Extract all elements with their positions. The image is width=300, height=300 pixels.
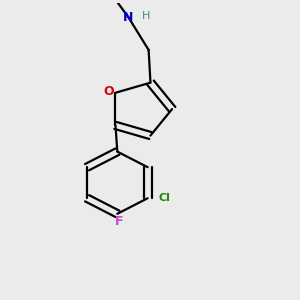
- Text: O: O: [103, 85, 114, 98]
- Text: Cl: Cl: [158, 193, 170, 203]
- Text: N: N: [123, 11, 134, 24]
- Text: H: H: [142, 11, 150, 21]
- Text: F: F: [115, 215, 123, 229]
